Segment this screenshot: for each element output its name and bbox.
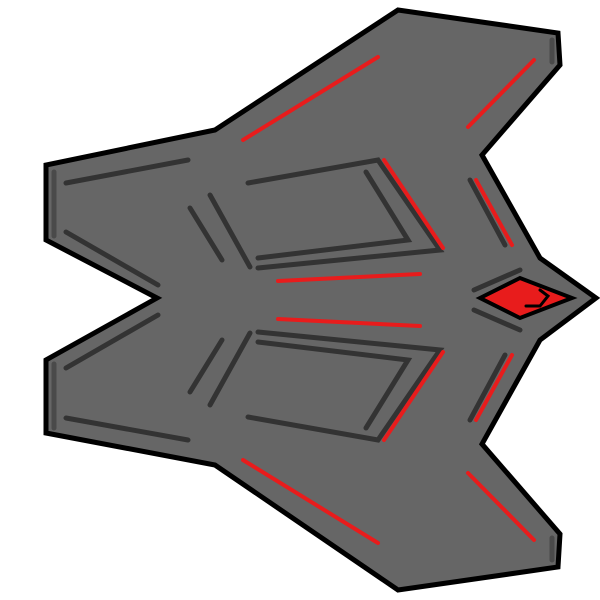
cockpit-window bbox=[475, 275, 578, 321]
cockpit-glint bbox=[524, 288, 551, 308]
red-accent-stripes bbox=[241, 55, 536, 545]
panel-lines bbox=[63, 157, 523, 443]
ship-hull bbox=[43, 7, 600, 593]
hull-rim-shading bbox=[51, 37, 555, 563]
